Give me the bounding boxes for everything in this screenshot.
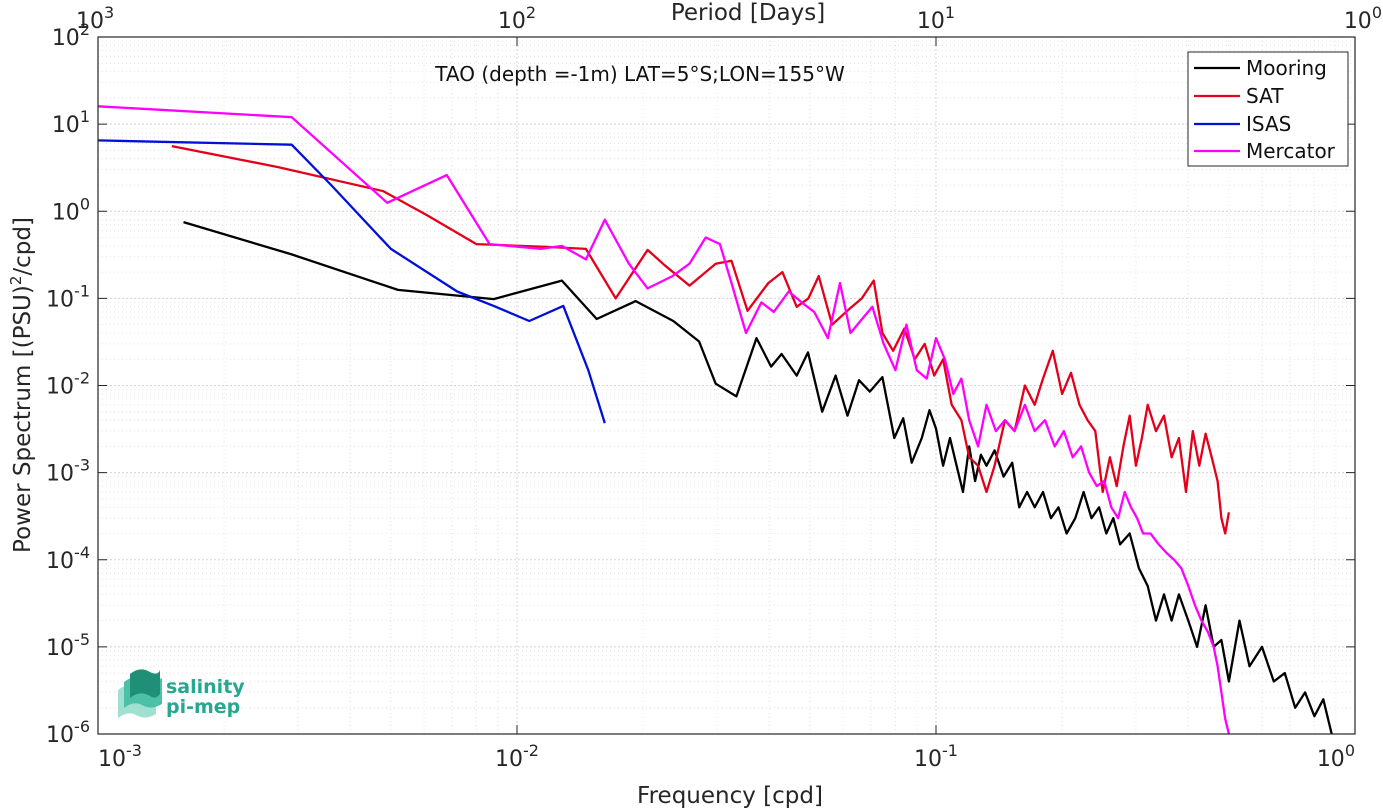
x-axis-label: Frequency [cpd] (637, 783, 823, 809)
legend: Mooring SAT ISAS Mercator (1187, 51, 1349, 167)
y-tick-label: 100 (52, 194, 90, 225)
series-line-isas (97, 139, 606, 424)
legend-label-mercator: Mercator (1246, 139, 1336, 163)
top-axis-label: Period [Days] (671, 0, 825, 26)
y-tick-label: 101 (52, 107, 90, 138)
legend-label-isas: ISAS (1246, 112, 1291, 136)
y-axis-label-tail: /cpd] (10, 217, 36, 276)
series-line-sat (171, 144, 1231, 535)
top-tick-label: 100 (1344, 3, 1382, 34)
legend-box (1187, 51, 1349, 167)
logo-text-pi-mep: pi-mep (166, 696, 240, 718)
x-tick-label: 10-1 (914, 741, 958, 772)
top-tick-label: 101 (917, 3, 955, 34)
x-tick-label: 10-2 (495, 741, 539, 772)
logo-text-salinity: salinity (166, 676, 245, 698)
legend-label-mooring: Mooring (1246, 56, 1327, 80)
legend-label-sat: SAT (1246, 84, 1284, 108)
y-tick-label: 10-5 (46, 630, 90, 661)
salinity-pi-mep-logo: salinity pi-mep (118, 669, 245, 718)
y-tick-label: 10-6 (46, 717, 90, 748)
y-tick-label: 10-4 (46, 543, 90, 574)
y-tick-label: 10-1 (46, 281, 90, 312)
grid (97, 37, 1355, 735)
series-lines (97, 105, 1333, 735)
x-tick-label: 10-3 (98, 741, 142, 772)
y-axis-label-main: Power Spectrum [(PSU) (10, 285, 36, 553)
top-tick-label: 103 (76, 3, 114, 34)
y-tick-label: 10-3 (46, 456, 90, 487)
y-tick-label: 102 (52, 20, 90, 51)
wave-layers-icon (118, 669, 162, 718)
y-axis-label: Power Spectrum [(PSU)2/cpd] (7, 217, 36, 553)
y-axis-label-sup: 2 (7, 276, 25, 286)
top-tick-label: 102 (498, 3, 536, 34)
series-line-mooring (183, 220, 1333, 735)
x-tick-label: 100 (1317, 741, 1355, 772)
y-tick-label: 10-2 (46, 369, 90, 400)
chart-title: TAO (depth =-1m) LAT=5°S;LON=155°W (434, 62, 845, 86)
series-line-mercator (97, 105, 1231, 735)
